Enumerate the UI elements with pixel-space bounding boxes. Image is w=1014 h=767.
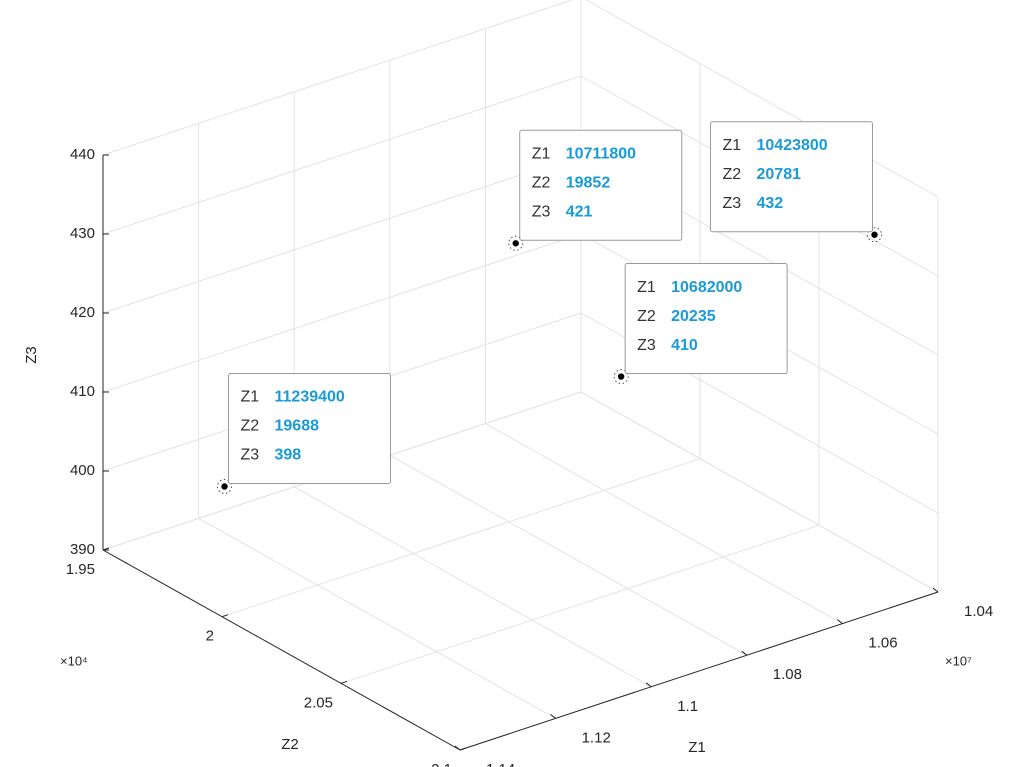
data-tip: Z1 11239400 Z2 19688 Z3 398 xyxy=(229,373,391,483)
tip-name: Z1 xyxy=(637,279,656,296)
chart: Z3 Z2 Z1 ×10⁴ ×10⁷ 390 400 410 420 430 440 1.9… xyxy=(0,0,1014,767)
tip-name: Z3 xyxy=(532,204,551,221)
tip-value: 20235 xyxy=(671,308,716,325)
tip-value: 410 xyxy=(671,337,698,354)
data-tip: Z1 10423800 Z2 20781 Z3 432 xyxy=(711,122,873,232)
z-tick-label: 440 xyxy=(70,146,95,163)
tip-value: 10711800 xyxy=(566,146,636,163)
z-axis-label: Z3 xyxy=(23,346,40,364)
marker xyxy=(618,373,624,379)
grid-line xyxy=(199,518,556,718)
tip-value: 421 xyxy=(566,204,593,221)
data-tip: Z1 10682000 Z2 20235 Z3 410 xyxy=(625,264,787,374)
y-axis-label: Z2 xyxy=(281,736,299,753)
y-tick xyxy=(222,615,228,617)
y-tick xyxy=(460,748,466,750)
x-tick-label: 1.1 xyxy=(677,698,698,715)
grid-line xyxy=(390,455,747,655)
tip-value: 19852 xyxy=(566,175,611,192)
z-tick-label: 420 xyxy=(70,304,95,321)
y-axis xyxy=(103,550,460,750)
tip-name: Z3 xyxy=(241,447,260,464)
tip-name: Z2 xyxy=(637,308,656,325)
tip-value: 11239400 xyxy=(275,389,345,406)
data-tip: Z1 10711800 Z2 19852 Z3 421 xyxy=(520,130,682,240)
tip-name: Z1 xyxy=(532,146,551,163)
tip-name: Z2 xyxy=(723,166,742,183)
tip-name: Z1 xyxy=(723,137,742,154)
grid-line xyxy=(485,424,842,624)
y-tick-label: 1.95 xyxy=(66,561,95,578)
marker xyxy=(871,232,877,238)
tip-value: 19688 xyxy=(275,418,320,435)
z-tick-label: 390 xyxy=(70,541,95,558)
grid-line xyxy=(581,392,938,592)
z-tick-label: 410 xyxy=(70,383,95,400)
x-tick-label: 1.08 xyxy=(773,666,802,683)
x-tick-label: 1.14 xyxy=(486,761,515,767)
marker xyxy=(513,240,519,246)
tip-value: 20781 xyxy=(757,166,802,183)
tip-name: Z1 xyxy=(241,389,260,406)
tip-name: Z3 xyxy=(637,337,656,354)
x-tick-label: 1.06 xyxy=(868,635,897,652)
y-tick-label: 2.1 xyxy=(431,761,452,767)
grid-line xyxy=(103,76,581,234)
y-tick-label: 2 xyxy=(206,628,214,645)
x-multiplier: ×10⁷ xyxy=(945,653,972,668)
grid-line xyxy=(341,525,819,683)
y-tick xyxy=(341,681,347,683)
z-tick-label: 400 xyxy=(70,462,95,479)
z-tick-label: 430 xyxy=(70,225,95,242)
tip-name: Z3 xyxy=(723,195,742,212)
x-tick-label: 1.04 xyxy=(964,603,993,620)
x-axis-label: Z1 xyxy=(688,739,706,756)
grid-line xyxy=(103,0,581,155)
tip-name: Z2 xyxy=(241,418,260,435)
y-multiplier: ×10⁴ xyxy=(60,653,88,668)
marker xyxy=(221,483,227,489)
grid-line xyxy=(294,487,651,687)
tip-value: 10423800 xyxy=(757,137,828,154)
grid-line xyxy=(103,234,581,392)
x-tick-label: 1.12 xyxy=(582,729,611,746)
y-tick-label: 2.05 xyxy=(304,694,333,711)
grid-line xyxy=(103,155,581,313)
tip-value: 432 xyxy=(757,195,784,212)
tip-name: Z2 xyxy=(532,175,551,192)
tip-value: 10682000 xyxy=(671,279,742,296)
tip-value: 398 xyxy=(275,447,302,464)
x-axis xyxy=(460,592,938,750)
